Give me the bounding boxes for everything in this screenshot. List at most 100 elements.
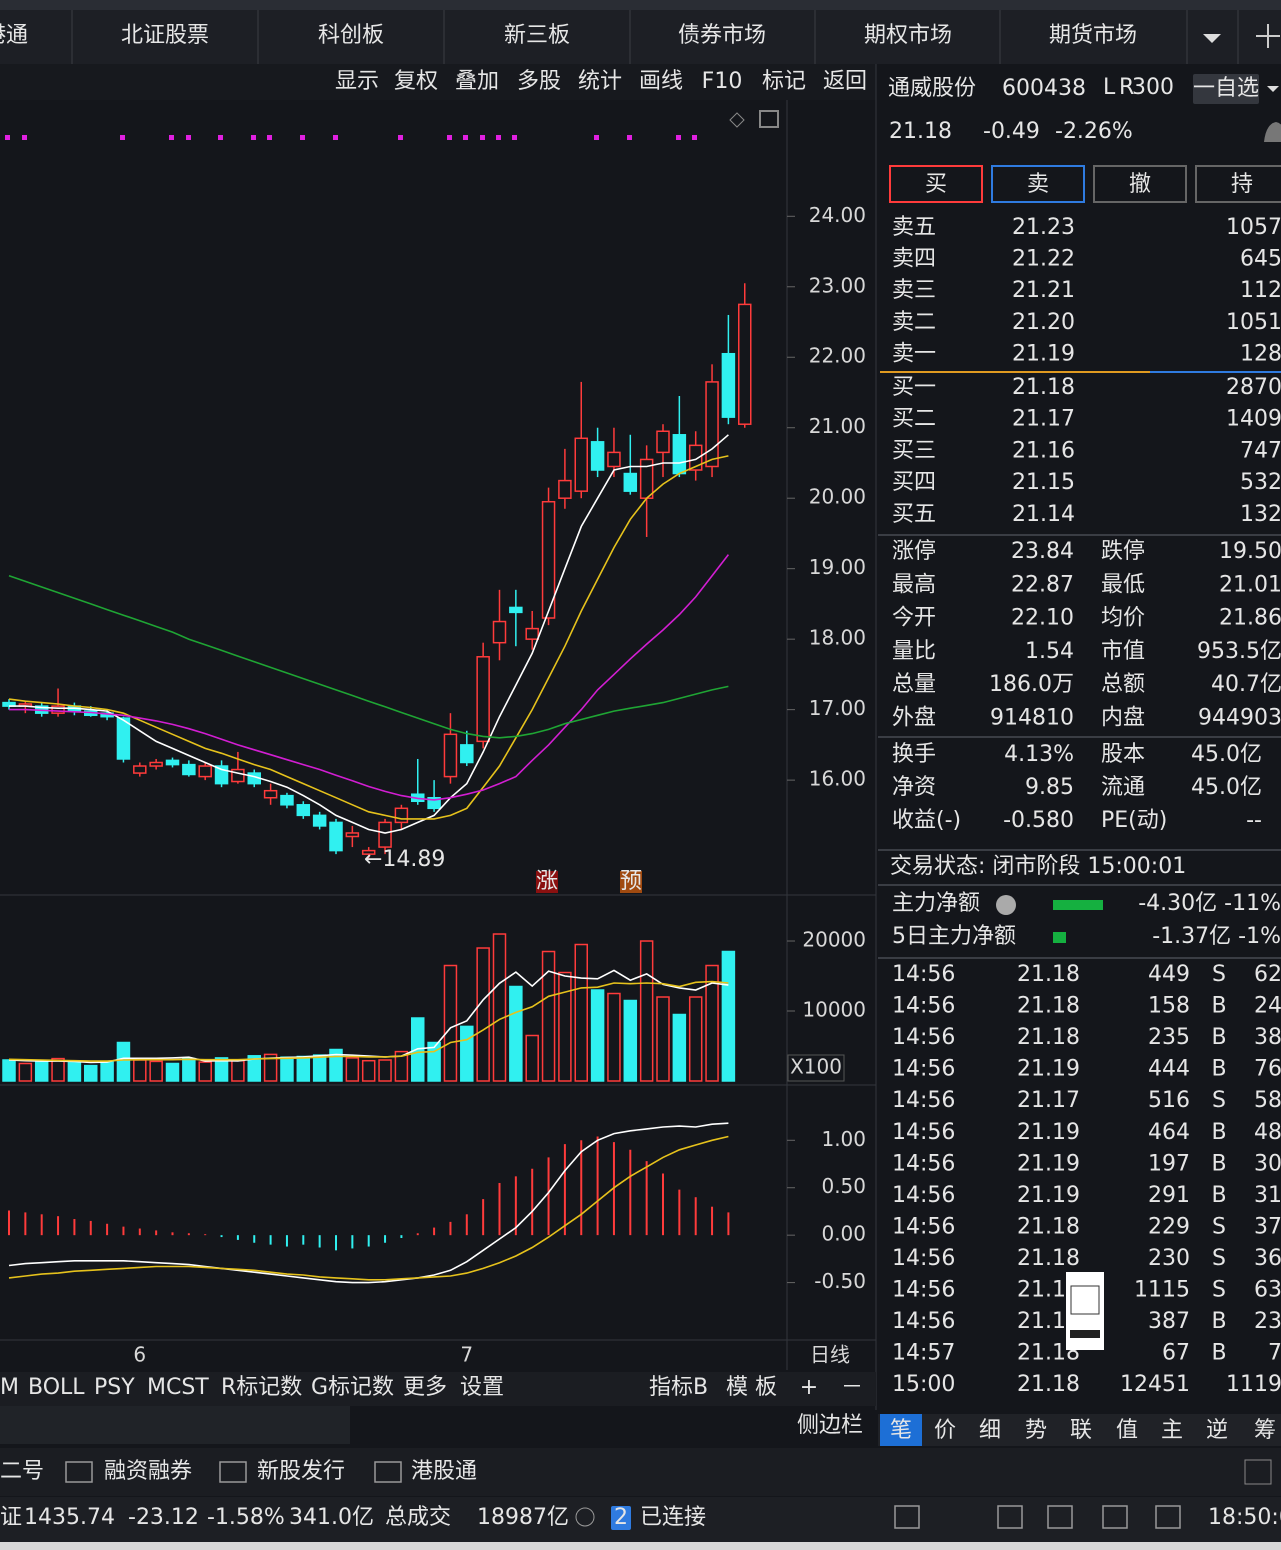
status-icon[interactable] (894, 1505, 920, 1529)
candle-body (231, 768, 245, 783)
candle-body (688, 444, 703, 471)
volume-bar (149, 1060, 163, 1082)
trade-button-bg[interactable] (1195, 165, 1281, 203)
trade-status: 交易状态: 闭市阶段 15:00:01 (890, 854, 1186, 879)
trade-button-bg[interactable] (1093, 165, 1187, 203)
volume-bar (558, 971, 572, 1082)
indicator-button[interactable]: + (800, 1375, 818, 1400)
toolbar-button[interactable]: 显示 (335, 69, 379, 94)
trade-button-bg[interactable] (991, 165, 1085, 203)
panel-tab[interactable]: 值 (1116, 1418, 1138, 1443)
indicator-tab[interactable]: MCST (147, 1375, 209, 1400)
stat-label: 总量 (892, 672, 936, 697)
candle-body (443, 733, 458, 778)
y-tick-label: 20.00 (809, 485, 866, 509)
book-label: 卖一 (892, 341, 936, 366)
indicator-tab[interactable]: PSY (94, 1375, 135, 1400)
candle-body (427, 796, 441, 810)
stat-value: 1.54 (1025, 639, 1074, 664)
trade-button[interactable]: 卖 (1027, 172, 1049, 197)
capital-value: -4.30亿 -11% (1138, 891, 1281, 916)
alert-icon[interactable] (1264, 122, 1281, 142)
nav-item[interactable]: 融资融券 (104, 1459, 192, 1484)
toolbar-button[interactable]: 多股 (517, 69, 561, 94)
tab[interactable]: 港通 (0, 23, 28, 48)
tab[interactable]: 北证股票 (121, 23, 209, 48)
candle-body (198, 765, 212, 778)
book-label: 买二 (892, 407, 936, 432)
volume-bar (443, 964, 458, 1082)
panel-tab[interactable]: 逆 (1206, 1418, 1228, 1443)
tab[interactable]: 科创板 (318, 23, 384, 48)
volume-bar (116, 1041, 131, 1082)
tick-volume: 197 (1148, 1151, 1190, 1176)
stat-value: 45.0亿 (1191, 775, 1262, 800)
tab-dropdown[interactable] (1203, 34, 1221, 43)
watch-button-bg[interactable] (1193, 74, 1259, 104)
tick-side: B (1211, 1309, 1226, 1334)
panel-tab[interactable]: 筹 (1254, 1418, 1276, 1443)
candle-body (492, 620, 507, 644)
nav-item[interactable]: 二号 (0, 1459, 44, 1484)
nav-expand[interactable] (1244, 1459, 1272, 1485)
trade-button[interactable]: 撤 (1129, 172, 1151, 197)
layout-icon[interactable] (759, 110, 779, 128)
panel-tab[interactable]: 联 (1070, 1418, 1092, 1443)
toolbar-button[interactable]: 画线 (639, 69, 683, 94)
volume-bar (198, 1061, 212, 1082)
indicator-tab[interactable]: G标记数 (311, 1375, 394, 1400)
tick-side: S (1212, 1088, 1226, 1113)
tick-side: B (1211, 1183, 1226, 1208)
toolbar-button[interactable]: 叠加 (455, 69, 499, 94)
panel-tab[interactable]: 势 (1025, 1418, 1047, 1443)
status-bar (0, 1497, 1281, 1542)
indicator-tab[interactable]: M (0, 1375, 19, 1400)
capital-bar (1053, 932, 1066, 943)
watch-dropdown[interactable] (1267, 86, 1279, 92)
toolbar-button[interactable]: F10 (702, 69, 743, 94)
status-icon[interactable] (1047, 1505, 1073, 1529)
panel-tab[interactable]: 笔 (890, 1418, 912, 1443)
panel-tab[interactable]: 细 (979, 1418, 1001, 1443)
trade-button-bg[interactable] (889, 165, 983, 203)
watch-button[interactable]: 一自选 (1193, 76, 1259, 101)
book-volume: 645 (1240, 247, 1281, 272)
trade-button[interactable]: 买 (925, 172, 947, 197)
tab[interactable]: 新三板 (504, 23, 570, 48)
y-tick-label: 24.00 (809, 203, 866, 227)
indicator-tab[interactable]: 更多 (403, 1375, 447, 1400)
nav-item[interactable]: 新股发行 (257, 1459, 345, 1484)
indicator-tab[interactable]: BOLL (28, 1375, 85, 1400)
toolbar-button[interactable]: 统计 (578, 69, 622, 94)
toolbar-button[interactable]: 标记 (762, 69, 806, 94)
book-price: 21.21 (1012, 278, 1075, 303)
nav-item[interactable]: 港股通 (411, 1459, 477, 1484)
tab[interactable]: 期权市场 (864, 23, 952, 48)
volume-bar (721, 950, 736, 1082)
tab-add[interactable] (1256, 24, 1280, 48)
draw-icon[interactable] (729, 112, 745, 128)
trade-button[interactable]: 持 (1231, 172, 1253, 197)
sidebar-toggle[interactable]: 侧边栏 (797, 1413, 863, 1438)
stat-label: 外盘 (892, 706, 936, 731)
indicator-tab[interactable]: 设置 (460, 1375, 504, 1400)
stat-label: 换手 (892, 742, 936, 767)
stat-value: 23.84 (1011, 539, 1074, 564)
tab[interactable]: 债券市场 (678, 23, 766, 48)
status-icon[interactable] (1155, 1505, 1181, 1529)
panel-tab[interactable]: 价 (934, 1418, 956, 1443)
tab[interactable]: 期货市场 (1049, 23, 1137, 48)
toolbar-button[interactable]: 返回 (823, 69, 867, 94)
nav-icon (65, 1461, 93, 1483)
status-icon[interactable] (1102, 1505, 1128, 1529)
info-icon[interactable] (996, 895, 1016, 915)
indicator-button[interactable]: － (841, 1375, 863, 1400)
status-icon[interactable] (997, 1505, 1023, 1529)
indicator-button[interactable]: 模 板 (726, 1375, 777, 1400)
toolbar-button[interactable]: 复权 (394, 69, 438, 94)
period-label[interactable]: 日线 (810, 1343, 850, 1367)
indicator-button[interactable]: 指标B (649, 1375, 708, 1400)
panel-tab[interactable]: 主 (1161, 1418, 1183, 1443)
macd-line (8, 1122, 729, 1284)
indicator-tab[interactable]: R标记数 (221, 1375, 302, 1400)
